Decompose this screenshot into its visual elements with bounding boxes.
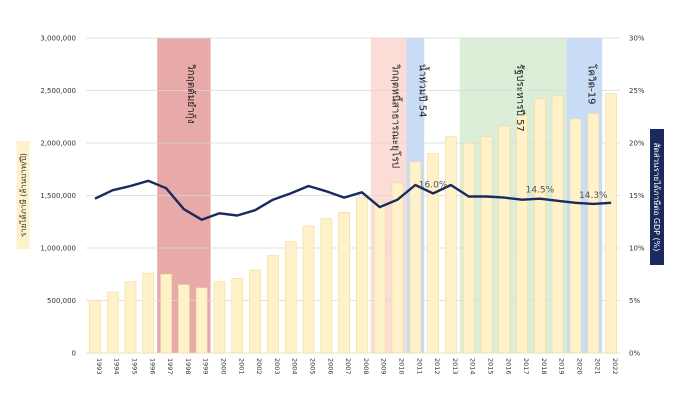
x-tick: 1994 xyxy=(113,358,121,375)
y-left-tick: 3,000,000 xyxy=(40,35,76,43)
data-label: 14.3% xyxy=(579,191,608,201)
x-tick: 2015 xyxy=(487,358,495,375)
y-right-tick: 15% xyxy=(629,192,645,200)
revenue-bar xyxy=(106,291,119,354)
y-right-tick: 25% xyxy=(629,87,645,95)
x-tick: 2013 xyxy=(451,358,459,375)
x-tick: 2011 xyxy=(415,358,423,375)
revenue-bar xyxy=(89,300,101,354)
x-tick: 2000 xyxy=(220,358,228,375)
x-tick: 2017 xyxy=(522,358,530,375)
revenue-bar xyxy=(409,161,422,354)
x-tick: 1993 xyxy=(95,358,103,375)
period-label: วิกฤตหนี้สาธารณะยุโรป xyxy=(390,64,404,168)
y-left-tick: 2,500,000 xyxy=(40,87,76,95)
x-tick: 1996 xyxy=(148,358,156,375)
revenue-bar xyxy=(534,98,546,354)
x-tick: 2019 xyxy=(558,358,566,375)
y-left-title-bg xyxy=(16,141,30,249)
x-tick: 2021 xyxy=(593,358,601,375)
x-tick: 2007 xyxy=(344,358,352,375)
y-left-title-group: รายได้ภาษี (ล้านบาท/ปี) xyxy=(16,141,30,249)
revenue-bar xyxy=(373,202,386,354)
revenue-bar xyxy=(587,113,600,354)
x-tick: 2014 xyxy=(469,358,477,375)
y-right-tick: 20% xyxy=(629,140,645,148)
period-label: รัฐประหารปี 57 xyxy=(514,64,526,132)
revenue-bar xyxy=(356,197,368,354)
x-tick: 2018 xyxy=(540,358,548,375)
revenue-bar xyxy=(498,125,511,354)
revenue-bar xyxy=(516,114,528,354)
x-tick: 2001 xyxy=(237,358,245,375)
revenue-bar xyxy=(178,284,190,354)
y-right-title-bg xyxy=(650,129,664,265)
revenue-bar xyxy=(160,273,172,354)
revenue-bar xyxy=(267,255,279,354)
x-tick: 2016 xyxy=(504,358,512,375)
data-label: 16.0% xyxy=(419,180,448,190)
x-tick: 2020 xyxy=(576,358,584,375)
revenue-bar xyxy=(231,278,244,354)
x-tick: 2005 xyxy=(309,358,317,375)
revenue-bar xyxy=(338,212,350,354)
y-right-title-group: สัดส่วนรายได้ภาษีต่อ GDP (%) xyxy=(650,129,664,265)
x-tick: 2008 xyxy=(362,358,370,375)
revenue-bar xyxy=(142,272,155,354)
x-tick: 2012 xyxy=(433,358,441,375)
revenue-bar xyxy=(569,118,582,354)
y-right-tick: 10% xyxy=(629,245,645,253)
x-tick: 2006 xyxy=(326,358,334,375)
revenue-bar xyxy=(195,287,208,354)
data-label: 14.5% xyxy=(526,186,555,196)
revenue-bar xyxy=(320,218,333,354)
revenue-bar xyxy=(551,95,564,354)
y-right-tick: 30% xyxy=(629,35,645,43)
revenue-bar xyxy=(391,182,404,354)
y-left-tick: 1,500,000 xyxy=(40,192,76,200)
y-right-tick: 0% xyxy=(629,350,640,358)
y-right-tick: 5% xyxy=(629,297,640,305)
period-label: วิกฤตต้มยำกุ้ง xyxy=(185,64,197,124)
period-label: โควิด-19 xyxy=(585,64,598,105)
x-tick: 2010 xyxy=(398,358,406,375)
x-tick: 2004 xyxy=(291,358,299,375)
y-left-tick: 0 xyxy=(72,350,76,358)
x-tick: 1995 xyxy=(131,358,139,375)
y-right-title: สัดส่วนรายได้ภาษีต่อ GDP (%) xyxy=(652,143,661,252)
x-tick: 2022 xyxy=(611,358,619,375)
revenue-bar xyxy=(605,93,617,354)
revenue-bar xyxy=(213,281,226,354)
revenue-bar xyxy=(284,241,297,354)
x-tick: 2003 xyxy=(273,358,281,375)
period-label: น้ำท่วมปี 54 xyxy=(416,64,430,118)
revenue-bar xyxy=(124,281,137,354)
tax-to-gdp-line xyxy=(94,179,612,221)
y-left-tick: 1,000,000 xyxy=(40,245,76,253)
y-left-title: รายได้ภาษี (ล้านบาท/ปี) xyxy=(19,153,28,237)
revenue-bar xyxy=(462,142,475,354)
revenue-bar xyxy=(427,153,439,354)
x-tick: 1997 xyxy=(166,358,174,375)
y-left-tick: 2,000,000 xyxy=(40,140,76,148)
revenue-bar xyxy=(249,269,261,354)
revenue-bar xyxy=(302,225,315,354)
x-tick: 2002 xyxy=(255,358,263,375)
x-tick: 1999 xyxy=(202,358,210,375)
revenue-bar xyxy=(480,136,493,354)
x-tick: 1998 xyxy=(184,358,192,375)
y-left-tick: 500,000 xyxy=(47,297,76,305)
x-tick: 2009 xyxy=(380,358,388,375)
revenue-bar xyxy=(445,136,457,354)
